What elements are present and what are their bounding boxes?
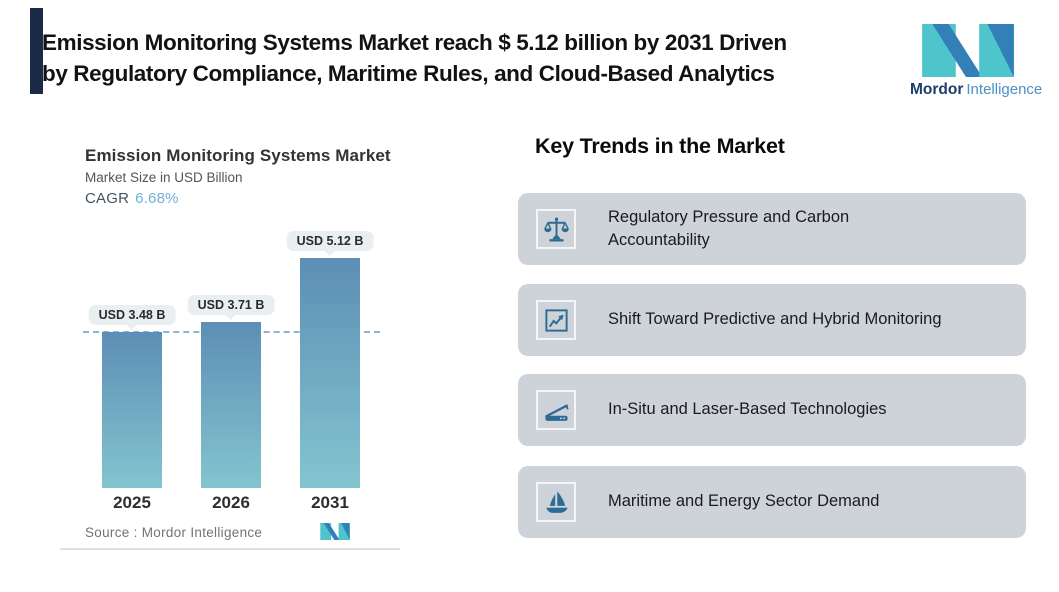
title-accent-bar bbox=[30, 8, 43, 94]
headline: Emission Monitoring Systems Market reach… bbox=[42, 27, 787, 89]
bar-2025 bbox=[102, 332, 162, 488]
sailboat-icon bbox=[543, 489, 570, 516]
value-pill: USD 3.71 B bbox=[187, 295, 275, 315]
trend-icon-box bbox=[536, 209, 576, 249]
trend-icon-box bbox=[536, 300, 576, 340]
headline-line-1: Emission Monitoring Systems Market reach… bbox=[42, 30, 787, 55]
trend-card: Regulatory Pressure and Carbon Accountab… bbox=[518, 193, 1026, 265]
value-pill: USD 5.12 B bbox=[286, 231, 374, 251]
trend-card: Shift Toward Predictive and Hybrid Monit… bbox=[518, 284, 1026, 356]
cagr-label: CAGR bbox=[85, 190, 130, 207]
trend-card: In-Situ and Laser-Based Technologies bbox=[518, 374, 1026, 446]
logo-brand-name: Mordor bbox=[910, 81, 964, 98]
trend-card-label: In-Situ and Laser-Based Technologies bbox=[608, 400, 887, 419]
trend-card: Maritime and Energy Sector Demand bbox=[518, 466, 1026, 538]
value-pill: USD 3.48 B bbox=[88, 305, 176, 325]
headline-line-2: by Regulatory Compliance, Maritime Rules… bbox=[42, 61, 775, 86]
trend-line-chart-icon bbox=[543, 307, 570, 334]
laser-scanner-icon bbox=[543, 397, 570, 424]
logo-brand-suffix: Intelligence bbox=[966, 81, 1043, 98]
trend-icon-box bbox=[536, 482, 576, 522]
trend-icon-box bbox=[536, 390, 576, 430]
balance-scale-icon bbox=[543, 216, 570, 243]
trend-card-label: Regulatory Pressure and Carbon Accountab… bbox=[608, 207, 850, 250]
key-trends-heading: Key Trends in the Market bbox=[535, 134, 785, 158]
chart-subtitle: Market Size in USD Billion bbox=[85, 170, 243, 185]
mordor-logo: Mordor Intelligence bbox=[910, 24, 1056, 99]
mordor-logo-icon bbox=[922, 24, 1014, 77]
year-label: 2025 bbox=[113, 493, 151, 512]
chart-title: Emission Monitoring Systems Market bbox=[85, 146, 391, 165]
year-label: 2031 bbox=[311, 493, 349, 512]
trend-card-label: Shift Toward Predictive and Hybrid Monit… bbox=[608, 310, 942, 329]
bar-2031 bbox=[300, 258, 360, 488]
source-note: Source : Mordor Intelligence bbox=[85, 525, 263, 540]
trend-card-label: Maritime and Energy Sector Demand bbox=[608, 492, 880, 511]
cagr-row: CAGR 6.68% bbox=[85, 190, 179, 207]
chart-divider bbox=[60, 548, 400, 550]
logo-wordmark: Mordor Intelligence bbox=[910, 81, 1056, 99]
cagr-value: 6.68% bbox=[135, 190, 179, 207]
bar-2026 bbox=[201, 322, 261, 488]
year-label: 2026 bbox=[212, 493, 250, 512]
chart-footer-logo-icon bbox=[320, 523, 350, 540]
